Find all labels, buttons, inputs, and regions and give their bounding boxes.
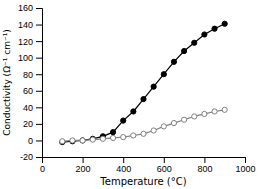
tick-label: 100 [18,53,33,63]
tick-mark [36,124,42,125]
tick: 0 [40,157,45,174]
point [182,48,187,53]
point [121,118,126,123]
tick-mark [36,58,42,59]
tick: 400 [116,157,131,174]
x-axis: 0 200 400 600 800 1000 [40,157,256,174]
tick-mark [36,8,42,9]
tick-mark [36,25,42,26]
point [121,135,126,140]
point [151,84,156,89]
point [90,137,95,142]
tick-label: 400 [116,164,131,174]
point [212,109,217,114]
tick-mark [36,41,42,42]
tick-label: 600 [157,164,172,174]
tick: 60 [23,86,42,96]
point [192,114,197,119]
tick: 20 [23,119,42,129]
point [60,139,65,144]
point [110,135,115,140]
point [70,138,75,143]
tick-label: 60 [23,86,33,96]
tick-mark [83,157,84,163]
point [100,136,105,141]
tick-label: 160 [18,3,33,13]
point [141,96,146,101]
point [212,26,217,31]
tick-mark [36,107,42,108]
tick-label: -20 [20,152,33,162]
point [171,120,176,125]
tick: 140 [18,20,42,30]
tick: 600 [157,157,172,174]
point [80,138,85,143]
point [161,72,166,77]
point [60,140,65,145]
chart: 0 200 400 600 800 1000 -20 0 20 40 60 80 100 120 140 16… [0,0,259,189]
tick: 160 [18,3,42,13]
point [182,117,187,122]
tick: 100 [18,53,42,63]
tick-label: 120 [18,36,33,46]
series-line [62,110,224,141]
tick-label: 0 [40,164,45,174]
tick-label: 140 [18,20,33,30]
point [222,107,227,112]
point [161,124,166,129]
point [192,40,197,45]
tick-label: 40 [23,103,33,113]
point [141,131,146,136]
tick: 80 [23,70,42,80]
tick-label: 20 [23,119,33,129]
tick: -20 [20,152,42,162]
tick: 800 [197,157,212,174]
point [151,128,156,133]
tick-mark [36,140,42,141]
point [131,133,136,138]
tick-mark [36,74,42,75]
tick-label: 80 [23,70,33,80]
tick: 120 [18,36,42,46]
tick: 0 [28,136,42,146]
point [131,109,136,114]
tick: 200 [76,157,91,174]
tick-mark [36,157,42,158]
tick-mark [164,157,165,163]
point [90,136,95,141]
point [202,32,207,37]
tick-label: 0 [28,136,33,146]
y-axis-title: Conductivity (Ω⁻¹ cm⁻¹) [2,29,12,136]
x-axis-title: Temperature (°C) [99,176,186,187]
axis-line [43,158,246,164]
point [80,138,85,143]
point [202,111,207,116]
tick-mark [36,91,42,92]
point [70,139,75,144]
axis-line [36,9,43,158]
plot-area: 0 200 400 600 800 1000 -20 0 20 40 60 80 100 120 140 16… [18,3,256,174]
tick-mark [204,157,205,163]
point [171,59,176,64]
point [110,130,115,135]
tick-label: 200 [76,164,91,174]
y-axis: -20 0 20 40 60 80 100 120 140 160 [18,3,43,162]
tick-label: 800 [197,164,212,174]
tick: 1000 [235,157,255,174]
series-group [60,21,228,145]
tick: 40 [23,103,42,113]
tick-mark [123,157,124,163]
point [222,21,227,26]
tick-mark [245,157,246,163]
tick-label: 1000 [235,164,255,174]
series-line [62,24,224,142]
